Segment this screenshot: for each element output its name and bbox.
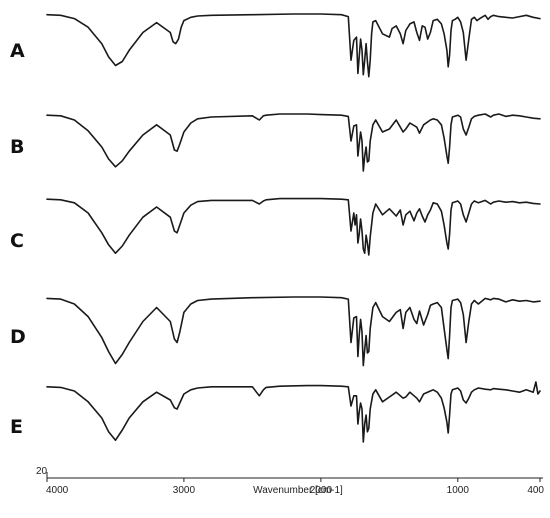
x-tick-label-2000: 2000 [310,485,333,496]
x-axis: 20 4000 3000 2000 1000 400 Wavenumber [cm-1] [36,466,544,496]
x-tick-label-4000: 4000 [46,485,69,496]
spectrum-trace-c [46,197,541,256]
y-axis-label-fragment: 20 [36,466,48,477]
x-ticks: 4000 3000 2000 1000 400 [46,478,544,496]
spectrum-label-d: D [10,326,26,348]
spectrum-trace-b [46,113,541,172]
spectrum-traces [46,13,541,443]
x-tick-label-3000: 3000 [173,485,196,496]
spectrum-labels: A B C D E [10,40,26,438]
spectrum-label-b: B [10,136,24,158]
spectrum-trace-e [46,381,541,443]
spectrum-label-e: E [10,416,23,438]
spectrum-trace-d [46,296,541,367]
x-axis-title: Wavenumber [cm-1] [253,485,343,496]
spectrum-trace-a [46,13,541,78]
spectrum-label-a: A [10,40,25,62]
x-tick-label-1000: 1000 [447,485,470,496]
x-tick-label-400: 400 [527,485,544,496]
spectrum-label-c: C [10,230,24,252]
